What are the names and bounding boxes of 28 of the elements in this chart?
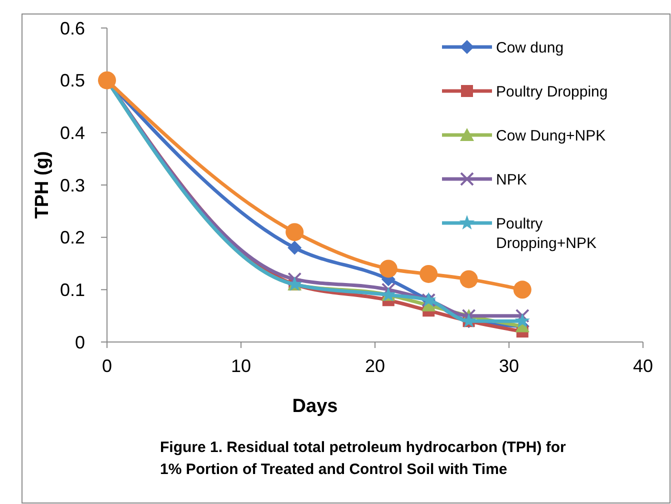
point xyxy=(420,264,438,283)
x-axis-title: Days xyxy=(292,396,338,417)
point xyxy=(514,313,530,328)
legend-label: Cow dung xyxy=(496,40,564,56)
legend-label: Poultry Dropping+NPK xyxy=(496,216,596,252)
caption: Figure 1. Residual total petroleum hydrocarbon (TPH) for 1% Portion of Treated and Control Soil with Time xyxy=(160,439,566,478)
x-tick-label: 40 xyxy=(632,356,654,376)
x-tick-label: 30 xyxy=(498,356,520,376)
y-axis-title: TPH (g) xyxy=(32,151,53,219)
y-tick-label: 0.2 xyxy=(60,228,85,248)
point xyxy=(288,240,302,255)
y-tick-label: 0.5 xyxy=(60,70,85,91)
legend-label: Poultry Dropping xyxy=(496,84,608,100)
legend-label: Cow Dung+NPK xyxy=(496,128,606,144)
point xyxy=(460,270,478,288)
legend-label: NPK xyxy=(496,172,527,188)
x-tick-label: 0 xyxy=(102,356,112,376)
point xyxy=(286,223,304,242)
y-tick-label: 0 xyxy=(74,332,85,352)
point xyxy=(379,260,398,278)
point xyxy=(288,272,302,286)
x-tick-label: 10 xyxy=(230,356,252,376)
y-tick-label: 0.3 xyxy=(60,175,85,196)
y-tick-label: 0.6 xyxy=(60,18,85,38)
y-tick-label: 0.4 xyxy=(60,122,85,143)
point xyxy=(513,280,532,299)
y-tick-label: 0.1 xyxy=(60,280,85,300)
x-tick-label: 20 xyxy=(364,356,386,376)
